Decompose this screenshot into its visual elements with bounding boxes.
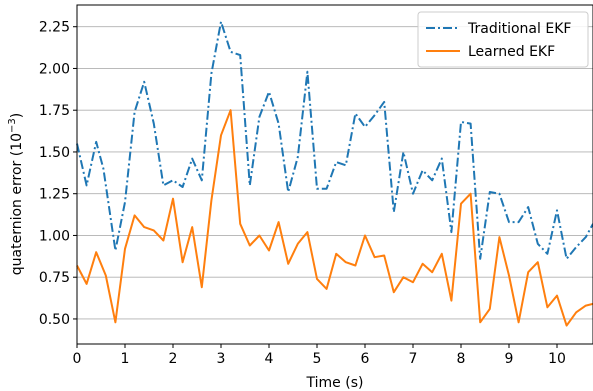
x-tick-label: 2 [169, 351, 178, 367]
x-tick-label: 1 [121, 351, 130, 367]
series-line-learned-ekf [76, 109, 593, 327]
x-tick-label: 3 [217, 351, 226, 367]
legend-label-traditional-ekf: Traditional EKF [467, 21, 571, 37]
x-tick-label: 7 [409, 351, 418, 367]
y-tick-label: 1.75 [39, 103, 70, 119]
y-axis-label-close: ) [9, 113, 25, 118]
y-tick-label: 1.00 [39, 228, 70, 244]
y-axis-label-exponent: −3 [7, 118, 18, 133]
legend-label-learned-ekf: Learned EKF [468, 44, 555, 60]
plot-frame [76, 4, 593, 345]
y-axis-ticks: 0.50 0.75 1.00 1.25 1.50 1.75 2.00 2.25 [39, 20, 77, 328]
y-tick-label: 2.00 [39, 61, 70, 77]
y-tick-label: 1.25 [39, 187, 70, 203]
x-tick-label: 8 [457, 351, 466, 367]
y-tick-label: 0.75 [39, 270, 70, 286]
series-lines [76, 20, 593, 327]
legend: Traditional EKF Learned EKF [417, 11, 589, 68]
series-line-traditional-ekf [76, 20, 593, 260]
y-axis-label: quaternion error (10−3) [7, 113, 25, 275]
x-tick-label: 4 [265, 351, 274, 367]
x-axis-ticks: 0 1 2 3 4 5 6 7 8 9 10 [73, 344, 566, 367]
x-tick-label: 6 [361, 351, 370, 367]
y-tick-label: 2.25 [39, 20, 70, 36]
x-tick-label: 5 [313, 351, 322, 367]
x-tick-label: 0 [73, 351, 82, 367]
x-tick-label: 9 [505, 351, 514, 367]
legend-box [417, 11, 589, 68]
x-tick-label: 10 [548, 351, 566, 367]
x-axis-label: Time (s) [306, 375, 364, 391]
y-tick-label: 0.50 [39, 312, 70, 328]
y-tick-label: 1.50 [39, 145, 70, 161]
y-axis-label-main: quaternion error (10 [9, 133, 25, 275]
gridlines [77, 26, 593, 320]
